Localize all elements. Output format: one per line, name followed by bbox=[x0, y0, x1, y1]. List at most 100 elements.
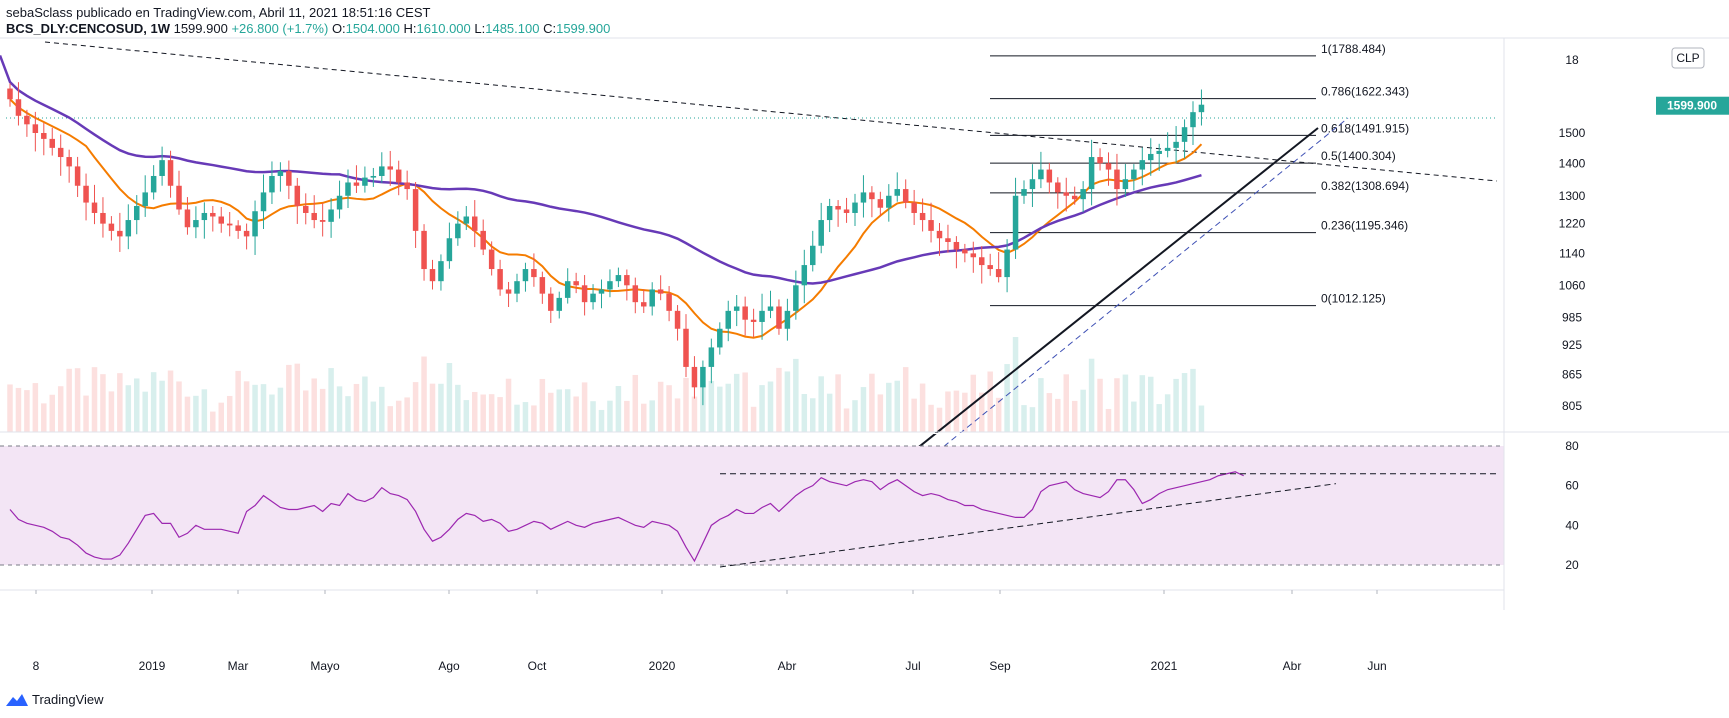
price-tick-label: 805 bbox=[1562, 399, 1582, 413]
candle-body bbox=[328, 209, 334, 222]
volume-bar bbox=[488, 394, 495, 432]
candle-body bbox=[404, 182, 410, 190]
candle-body bbox=[488, 249, 495, 270]
candle-body bbox=[776, 306, 782, 329]
candle bbox=[886, 184, 892, 222]
candle bbox=[928, 202, 934, 243]
time-tick-label: Jun bbox=[1367, 659, 1386, 673]
candle-body bbox=[717, 328, 723, 348]
candle-body bbox=[134, 206, 140, 221]
candle bbox=[784, 298, 791, 341]
candle-body bbox=[100, 212, 106, 224]
candle-body bbox=[167, 160, 174, 186]
candle bbox=[218, 206, 224, 233]
fib-level-label: 0.618(1491.915) bbox=[1321, 121, 1409, 135]
volume-bar bbox=[590, 401, 596, 432]
candle bbox=[1139, 147, 1146, 186]
volume-bar bbox=[852, 400, 858, 432]
candle-body bbox=[649, 289, 655, 307]
candle-body bbox=[286, 171, 292, 186]
candle bbox=[108, 216, 115, 241]
candle-body bbox=[176, 185, 182, 210]
high-value: 1610.000 bbox=[416, 21, 471, 36]
candle-body bbox=[793, 285, 799, 311]
candle bbox=[41, 122, 47, 156]
volume-bar bbox=[41, 403, 47, 432]
descending-trendline bbox=[44, 41, 1498, 182]
candle-body bbox=[1173, 141, 1179, 148]
time-tick-label: Jul bbox=[905, 659, 920, 673]
candle bbox=[438, 254, 444, 291]
volume-bar bbox=[66, 368, 72, 432]
footer-brand-text: TradingView bbox=[32, 692, 104, 707]
close-label: C: bbox=[543, 21, 557, 36]
time-tick-label: Mayo bbox=[310, 659, 340, 673]
candle bbox=[193, 206, 199, 239]
volume-bar bbox=[226, 395, 233, 432]
candle-body bbox=[835, 206, 841, 210]
time-tick-label: 8 bbox=[33, 659, 40, 673]
candle bbox=[759, 293, 765, 340]
candle-body bbox=[860, 192, 867, 203]
candle-body bbox=[843, 209, 850, 213]
volume-bar bbox=[379, 386, 385, 432]
candle bbox=[184, 197, 191, 235]
volume-bar bbox=[886, 382, 892, 432]
candle bbox=[708, 338, 715, 384]
volume-bar bbox=[666, 385, 672, 432]
rsi-tick-label: 60 bbox=[1565, 479, 1579, 493]
volume-bar bbox=[877, 394, 884, 432]
volume-bar bbox=[1190, 368, 1196, 432]
currency-badge: CLP bbox=[1671, 47, 1705, 69]
candle-body bbox=[311, 212, 317, 221]
candle bbox=[1097, 148, 1103, 171]
candle bbox=[843, 197, 850, 223]
volume-bar bbox=[1038, 378, 1044, 432]
candle bbox=[979, 246, 985, 284]
volume-bar bbox=[91, 367, 98, 432]
candle bbox=[260, 174, 267, 229]
volume-bar bbox=[328, 368, 334, 432]
candle-body bbox=[379, 166, 385, 176]
candle bbox=[1156, 143, 1162, 171]
volume-bar bbox=[759, 385, 765, 432]
volume-bar bbox=[150, 372, 157, 432]
candle-body bbox=[886, 195, 892, 208]
volume-bar bbox=[480, 394, 486, 432]
header-change: +26.800 (+1.7%) bbox=[231, 21, 329, 36]
candle bbox=[66, 149, 72, 183]
candle-body bbox=[615, 275, 622, 282]
candle-body bbox=[522, 269, 529, 282]
candle bbox=[995, 252, 1002, 283]
candle bbox=[252, 200, 258, 255]
candle bbox=[818, 202, 824, 254]
candle-body bbox=[666, 293, 672, 311]
volume-bar bbox=[1164, 394, 1171, 432]
volume-bar bbox=[218, 402, 224, 432]
candle-body bbox=[243, 230, 250, 237]
volume-bars bbox=[7, 337, 1205, 432]
candle-body bbox=[395, 169, 402, 183]
volume-bar bbox=[7, 384, 13, 432]
candle bbox=[125, 204, 132, 250]
candle bbox=[1198, 89, 1205, 126]
time-tick-label: 2021 bbox=[1151, 659, 1178, 673]
volume-bar bbox=[539, 378, 546, 432]
candle bbox=[514, 273, 520, 303]
trend-lines bbox=[6, 41, 1498, 479]
volume-bar bbox=[201, 389, 208, 432]
candle-body bbox=[1012, 195, 1019, 250]
candle-body bbox=[987, 265, 993, 270]
candle-body bbox=[150, 175, 157, 193]
candle bbox=[767, 290, 774, 319]
time-tick-label: Abr bbox=[1283, 659, 1302, 673]
candle bbox=[1122, 164, 1129, 197]
high-label: H: bbox=[403, 21, 417, 36]
candle bbox=[869, 186, 875, 218]
fib-level-label: 0.236(1195.346) bbox=[1321, 219, 1408, 233]
candle bbox=[277, 162, 284, 192]
volume-bar bbox=[193, 395, 199, 432]
candle-body bbox=[657, 289, 664, 294]
ma-slow-line bbox=[0, 55, 1202, 285]
